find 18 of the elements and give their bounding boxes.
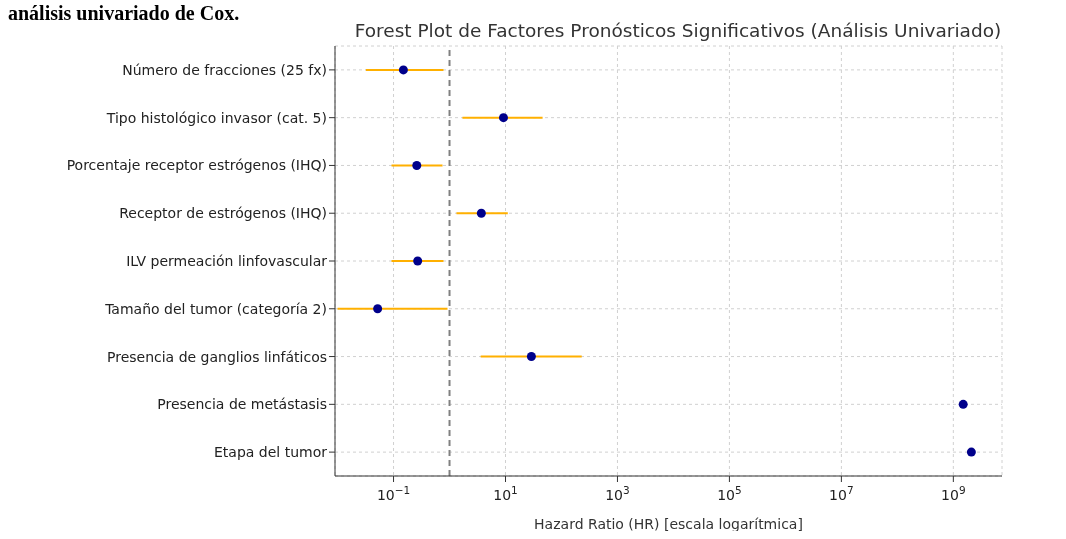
y-tick-label: Porcentaje receptor estrógenos (IHQ) (66, 157, 327, 174)
x-tick-label: 10$^{5}$ (717, 484, 742, 503)
x-tick-label: 10$^{−1}$ (376, 484, 411, 503)
x-tick-label: 10$^{9}$ (941, 484, 966, 503)
y-tick-label: ILV permeación linfovascular (126, 252, 328, 269)
chart-title: Forest Plot de Factores Pronósticos Significativos (Análisis Univariado) (353, 20, 1003, 41)
y-tick-label: Etapa del tumor (214, 444, 328, 461)
text: análisis univariado de Cox. (8, 2, 240, 25)
y-tick-label: Número de fracciones (25 fx) (122, 61, 327, 78)
x-tick-label: 10$^{1}$ (493, 484, 518, 503)
y-tick-label: Tipo histológico invasor (cat. 5) (105, 109, 327, 126)
x-tick-label: 10$^{7}$ (829, 484, 854, 503)
x-axis-title: Hazard Ratio (HR) [escala logarítmica] (534, 516, 803, 532)
x-tick-label: 10$^{3}$ (605, 484, 630, 503)
y-tick-label: Tamaño del tumor (categoría 2) (104, 300, 327, 317)
y-tick-label: Presencia de ganglios linfáticos (106, 348, 327, 365)
y-tick-label: Receptor de estrógenos (IHQ) (119, 205, 327, 222)
y-tick-label: Presencia de metástasis (157, 396, 327, 413)
